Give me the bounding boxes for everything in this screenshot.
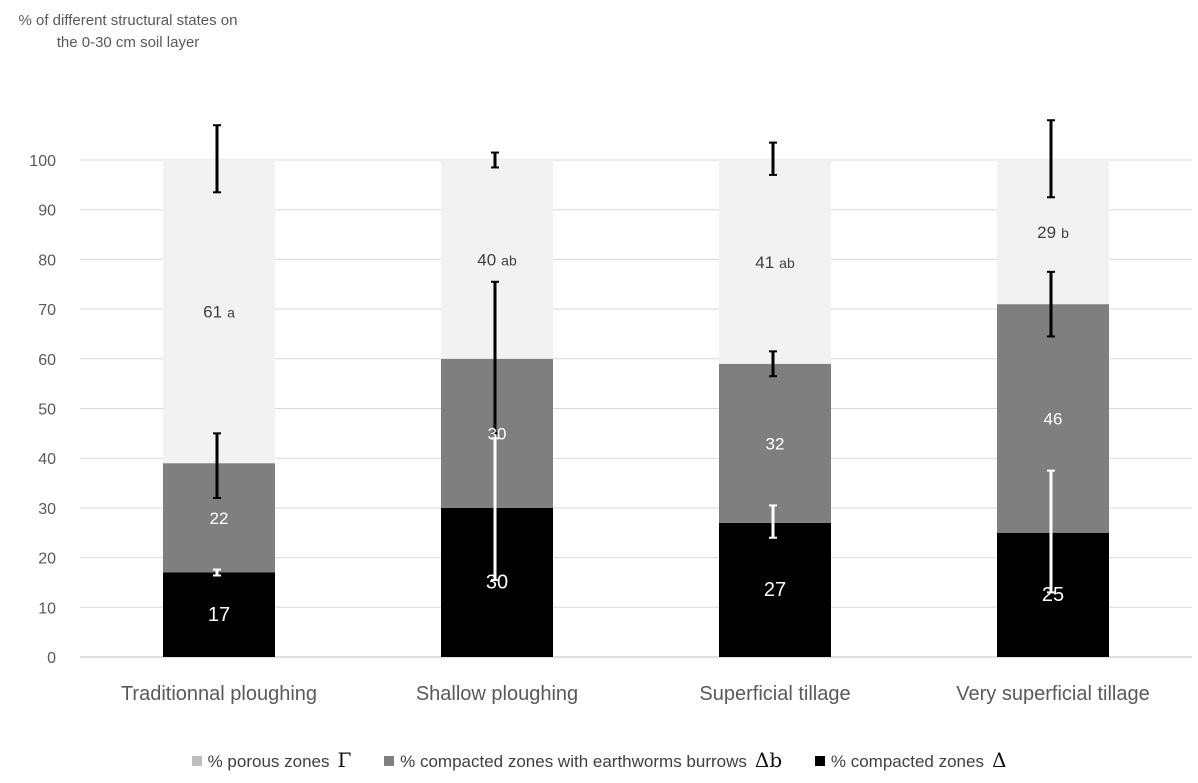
x-category-label: Superficial tillage xyxy=(699,683,850,705)
legend-label-porous: % porous zones xyxy=(207,752,330,771)
bar-segment xyxy=(441,507,553,657)
data-label: 29 b xyxy=(1037,223,1069,242)
data-label: 25 xyxy=(1042,584,1064,606)
y-tick-label: 100 xyxy=(29,153,56,170)
stacked-bar-chart: 0 10 20 30 40 50 60 70 80 90 100 17 22 61 a Traditionna… xyxy=(29,119,1192,705)
x-category-label: Shallow ploughing xyxy=(416,683,578,705)
data-label: 32 xyxy=(766,434,785,453)
x-category-label: Traditionnal ploughing xyxy=(121,683,317,705)
bar-segment xyxy=(997,304,1109,533)
data-label: 41 ab xyxy=(755,253,795,272)
y-tick-label: 80 xyxy=(38,252,56,269)
data-label: 27 xyxy=(764,579,786,601)
bar-segment xyxy=(997,160,1109,305)
y-tick-label: 30 xyxy=(38,501,56,518)
legend-symbol-porous: Γ xyxy=(337,748,352,772)
y-tick-label: 20 xyxy=(38,551,56,568)
legend: % porous zones Γ % compacted zones with e… xyxy=(0,748,1198,772)
bar-segment xyxy=(997,532,1109,657)
legend-symbol-earthworm: Δb xyxy=(754,748,783,772)
data-label: 17 xyxy=(208,604,230,626)
data-label: 61 a xyxy=(203,303,235,322)
legend-item-earthworm: % compacted zones with earthworms burrow… xyxy=(384,748,782,772)
legend-item-compacted: % compacted zones Δ xyxy=(814,748,1007,772)
legend-label-earthworm: % compacted zones with earthworms burrow… xyxy=(400,752,747,771)
legend-swatch-porous xyxy=(191,756,202,766)
legend-swatch-earthworm xyxy=(384,756,395,766)
legend-swatch-compacted xyxy=(814,756,825,766)
data-label: 30 xyxy=(488,424,507,443)
bar-segment xyxy=(163,463,275,573)
y-tick-label: 90 xyxy=(38,203,56,220)
data-label: 30 xyxy=(486,571,508,593)
data-label: 40 ab xyxy=(477,250,517,269)
y-axis-title: % of different structural states on the … xyxy=(18,12,238,51)
y-tick-label: 70 xyxy=(38,302,56,319)
legend-item-porous: % porous zones Γ xyxy=(191,748,352,772)
y-tick-label: 40 xyxy=(38,451,56,468)
y-tick-label: 10 xyxy=(38,600,56,617)
x-category-label: Very superficial tillage xyxy=(956,683,1149,705)
y-tick-label: 0 xyxy=(47,650,56,667)
legend-symbol-compacted: Δ xyxy=(991,748,1007,772)
bar-segment xyxy=(163,572,275,657)
bar-segment xyxy=(163,160,275,464)
legend-label-compacted: % compacted zones xyxy=(830,752,984,771)
bar-segment xyxy=(441,160,553,359)
bar-segment xyxy=(719,160,831,364)
y-tick-label: 50 xyxy=(38,402,56,419)
bar-segment xyxy=(719,522,831,657)
bar-segment xyxy=(719,363,831,523)
y-tick-label: 60 xyxy=(38,352,56,369)
data-label: 22 xyxy=(210,509,229,528)
data-label: 46 xyxy=(1044,409,1063,428)
